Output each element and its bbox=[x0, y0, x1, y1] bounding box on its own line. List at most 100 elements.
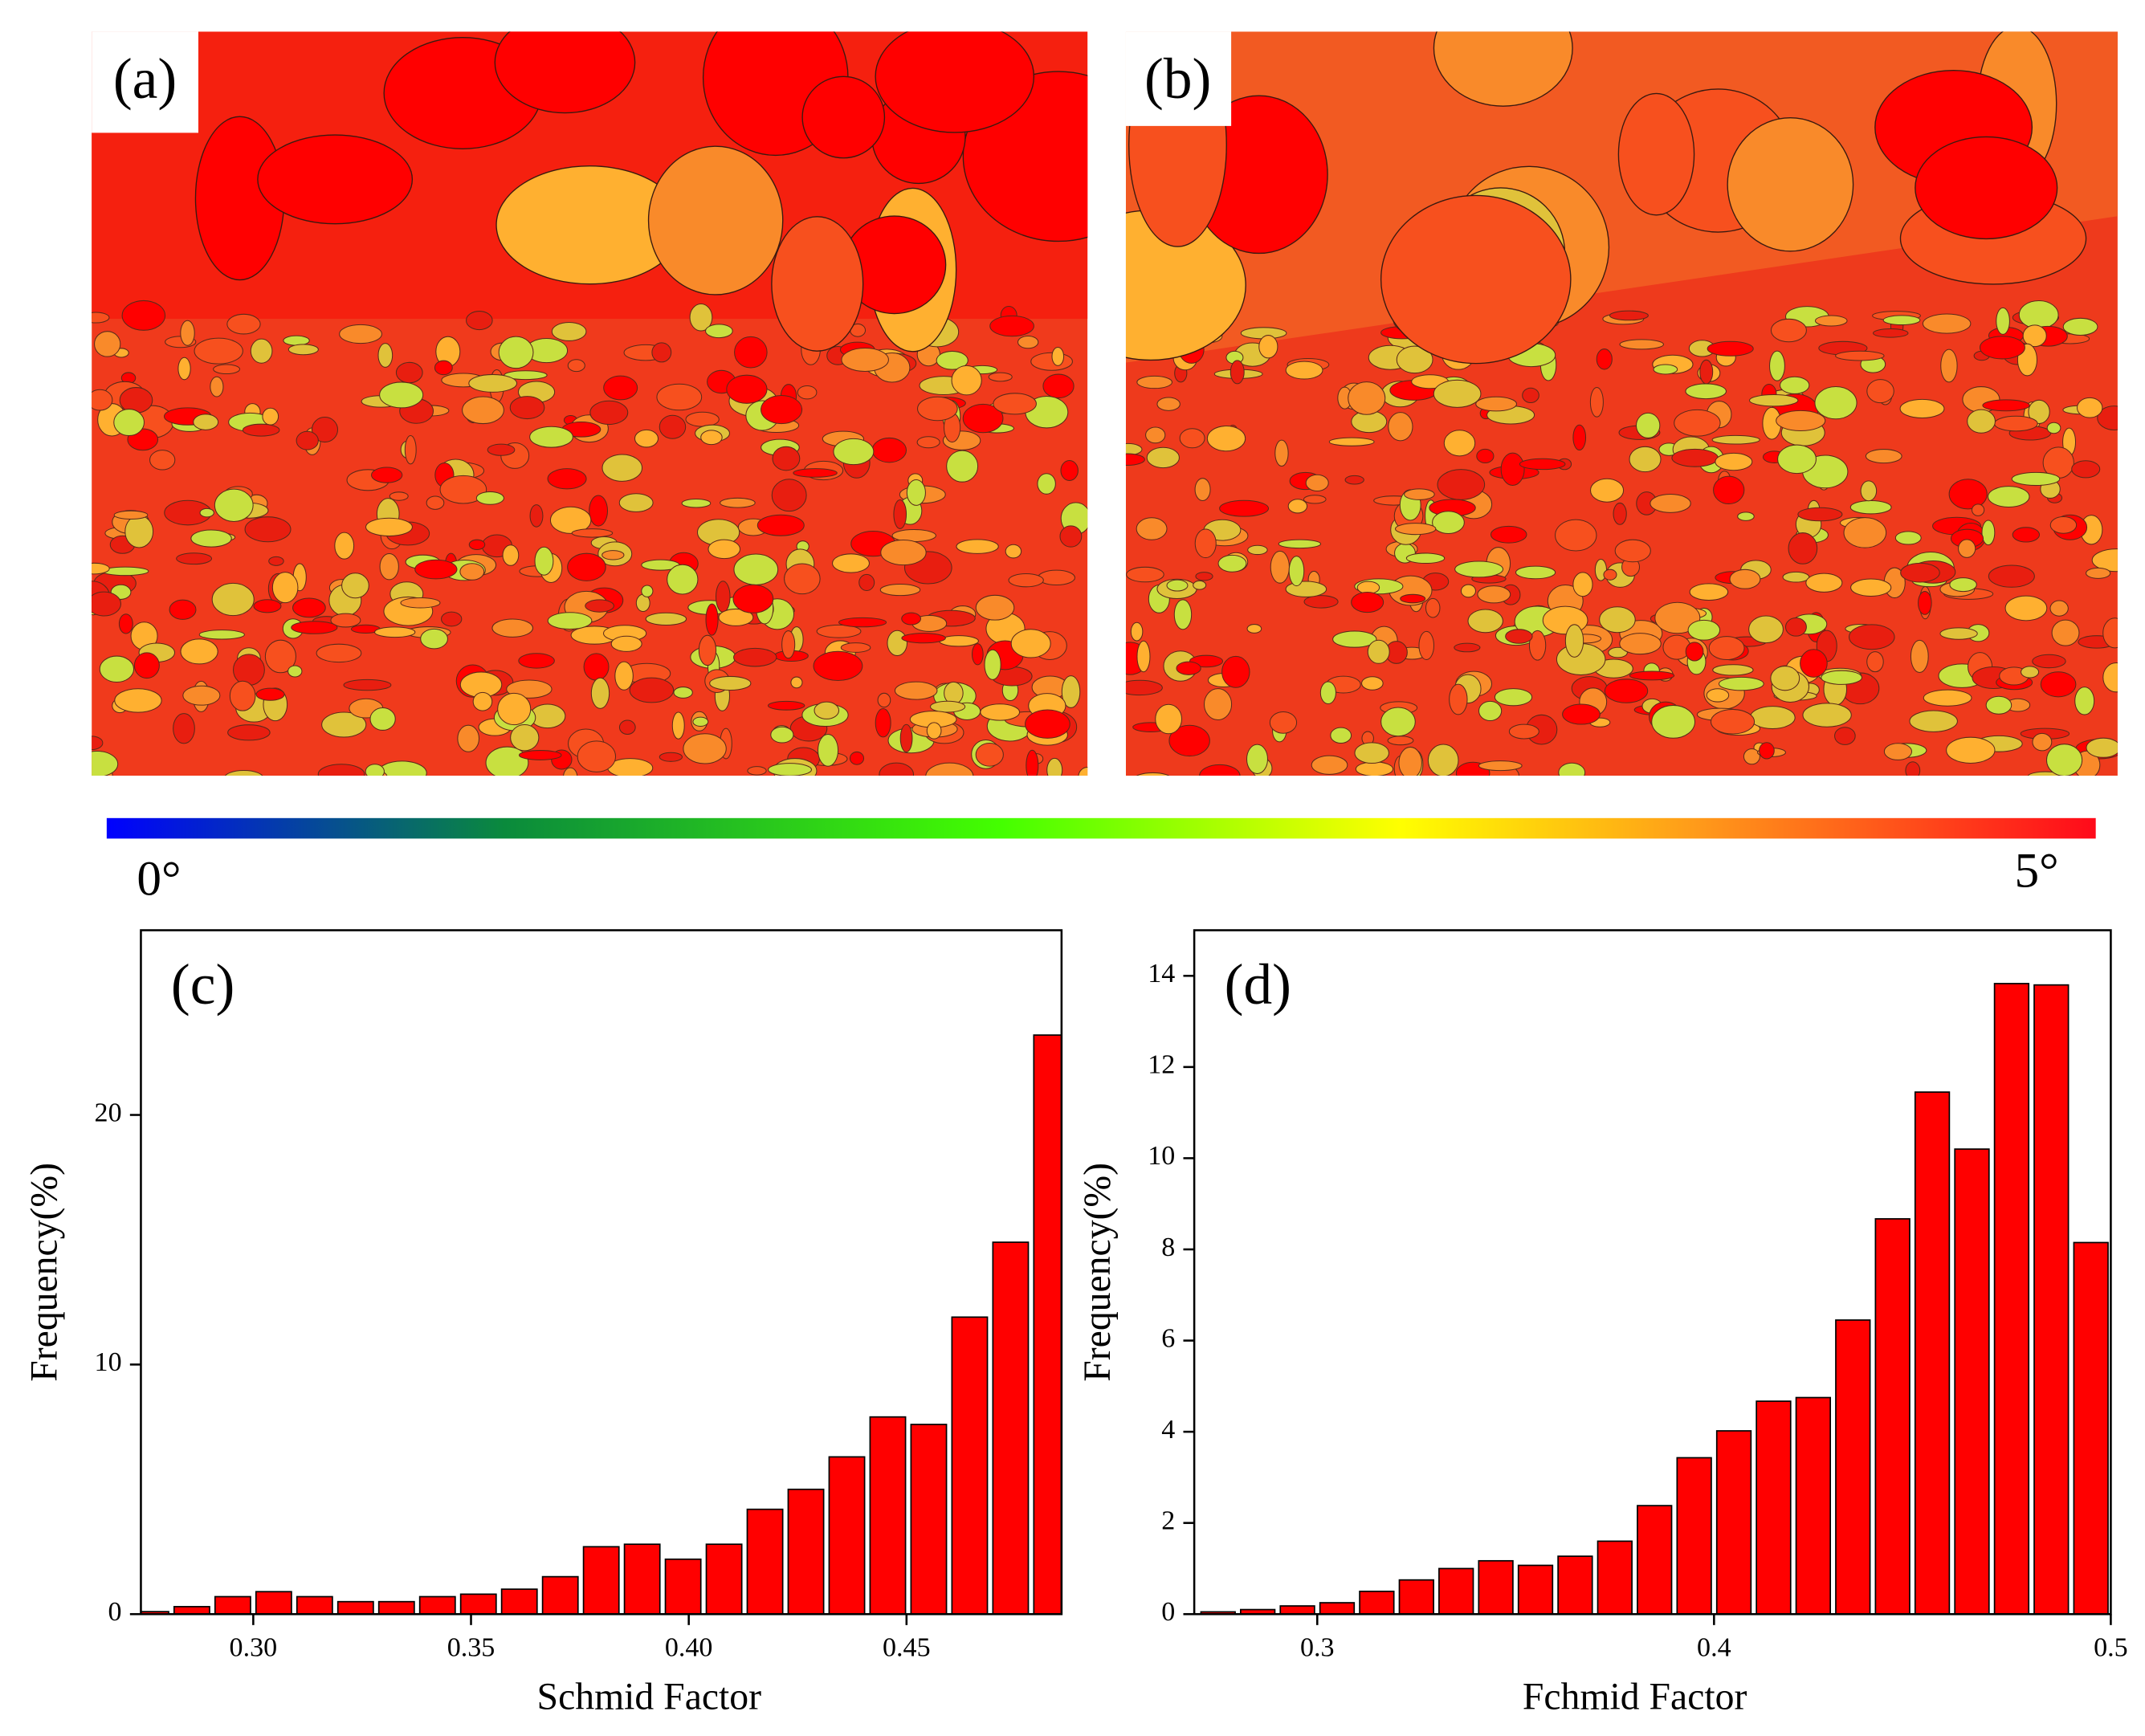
grain bbox=[1478, 760, 1523, 772]
grain bbox=[1909, 710, 1958, 732]
grain bbox=[242, 423, 280, 437]
grain bbox=[1367, 639, 1390, 664]
grain bbox=[1988, 486, 2030, 507]
grain bbox=[1247, 544, 1268, 556]
bar bbox=[377, 1600, 415, 1615]
grain bbox=[373, 626, 416, 638]
grain bbox=[1910, 639, 1929, 674]
grain bbox=[1629, 446, 1662, 473]
y-tick-label: 2 bbox=[1161, 1506, 1175, 1535]
grain bbox=[2032, 654, 2066, 669]
bar bbox=[1954, 1148, 1990, 1615]
bar bbox=[1319, 1602, 1356, 1615]
grain bbox=[801, 75, 886, 159]
bar bbox=[1478, 1559, 1514, 1615]
grain bbox=[1388, 412, 1413, 442]
grain bbox=[1387, 736, 1414, 746]
bar bbox=[459, 1593, 497, 1615]
grain bbox=[705, 603, 719, 636]
grain bbox=[113, 510, 149, 520]
grain bbox=[567, 359, 585, 373]
grain bbox=[466, 311, 493, 331]
bar bbox=[1597, 1540, 1633, 1615]
x-axis-label: Fchmid Factor bbox=[1523, 1676, 1747, 1718]
x-tick-label: 0.35 bbox=[447, 1632, 495, 1662]
grain bbox=[182, 685, 221, 706]
grain bbox=[377, 343, 394, 368]
grain bbox=[1475, 396, 1518, 412]
grain bbox=[879, 584, 921, 597]
grain bbox=[1051, 346, 1065, 366]
grain bbox=[1971, 503, 1985, 516]
grain bbox=[1355, 761, 1394, 776]
grain bbox=[1206, 426, 1246, 452]
grain bbox=[818, 734, 839, 767]
grain bbox=[1727, 116, 1854, 252]
grain bbox=[1671, 448, 1719, 467]
bar bbox=[1359, 1590, 1395, 1615]
grain bbox=[190, 529, 232, 548]
grain bbox=[972, 643, 984, 666]
grain bbox=[732, 584, 774, 613]
grain bbox=[379, 552, 399, 581]
grain bbox=[1894, 531, 1922, 545]
grain bbox=[1460, 584, 1476, 598]
grain bbox=[1194, 528, 1217, 559]
grain bbox=[547, 468, 587, 490]
grain bbox=[877, 692, 891, 708]
x-tick-label: 0.45 bbox=[883, 1632, 931, 1662]
grain bbox=[879, 762, 915, 776]
grain bbox=[2011, 471, 2061, 487]
grain bbox=[956, 539, 999, 554]
grain bbox=[1654, 601, 1701, 634]
x-axis-label: Schmid Factor bbox=[537, 1676, 762, 1718]
grain bbox=[1311, 755, 1348, 775]
grain bbox=[1217, 554, 1247, 573]
y-tick-label: 0 bbox=[1161, 1597, 1175, 1627]
grain bbox=[494, 31, 636, 114]
grain bbox=[1427, 744, 1459, 776]
grain bbox=[1199, 764, 1241, 776]
grain bbox=[1005, 544, 1022, 559]
grain bbox=[1025, 709, 1070, 739]
colorbar-min-label: 0° bbox=[137, 852, 181, 907]
grain bbox=[1046, 757, 1063, 776]
grain bbox=[1899, 398, 1945, 419]
grain bbox=[1179, 428, 1205, 449]
grain bbox=[1915, 136, 2058, 240]
grain bbox=[1689, 583, 1729, 601]
grain bbox=[1168, 724, 1210, 757]
grain bbox=[1398, 746, 1422, 776]
grain bbox=[1136, 517, 1168, 540]
bar bbox=[705, 1543, 743, 1615]
grain bbox=[871, 437, 907, 463]
grain bbox=[1958, 539, 1976, 558]
grain bbox=[213, 364, 241, 375]
grain bbox=[287, 665, 303, 678]
grain bbox=[641, 585, 654, 597]
grain bbox=[1743, 748, 1760, 765]
plot-frame bbox=[140, 929, 1063, 1616]
grain bbox=[1528, 630, 1547, 661]
grain bbox=[262, 407, 279, 426]
panel-label: (d) bbox=[1225, 953, 1291, 1017]
grain bbox=[404, 435, 417, 465]
grain bbox=[529, 504, 544, 528]
grain bbox=[1900, 562, 1940, 583]
grain bbox=[1328, 437, 1375, 446]
grain bbox=[119, 387, 153, 414]
grain bbox=[1596, 348, 1613, 370]
grain bbox=[1505, 629, 1533, 644]
grain bbox=[250, 338, 273, 364]
grain bbox=[708, 539, 741, 560]
grain bbox=[667, 564, 699, 595]
grain bbox=[2097, 405, 2118, 430]
bar bbox=[1993, 983, 2030, 1615]
grain bbox=[814, 701, 840, 719]
grain bbox=[198, 630, 245, 640]
grain bbox=[975, 594, 1015, 621]
grain bbox=[2004, 595, 2048, 621]
grain bbox=[229, 680, 256, 711]
grain bbox=[1940, 348, 1958, 383]
grain bbox=[502, 544, 520, 566]
